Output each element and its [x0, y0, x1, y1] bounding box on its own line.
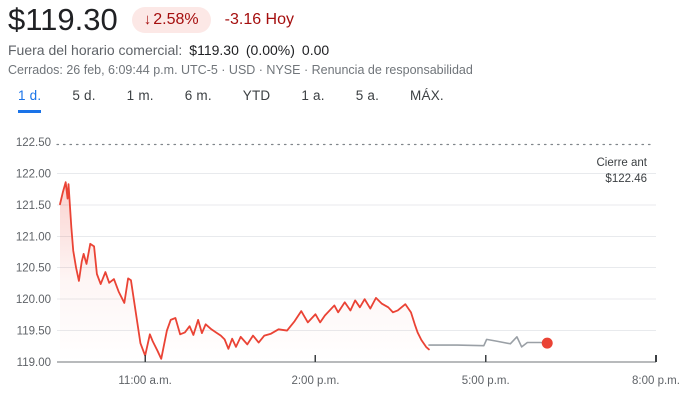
price-area-fill: [60, 182, 429, 362]
y-tick-label: 122.50: [16, 137, 51, 149]
price-line: [59, 181, 430, 360]
after-hours-percent: (0.00%): [245, 42, 295, 58]
tab-range-5a[interactable]: 5 a.: [355, 88, 380, 103]
y-tick-label: 121.00: [16, 231, 51, 243]
price-chart[interactable]: 11:00 a.m. 2:00 p.m. 5:00 p.m. 8:00 p.m. 122…: [0, 126, 691, 406]
x-tick-label: 8:00 p.m.: [632, 375, 680, 387]
y-tick-label: 119.00: [17, 357, 51, 369]
prev-close-price: $122.46: [605, 173, 647, 185]
tab-range-mx[interactable]: MÁX.: [410, 88, 444, 103]
tab-range-6m[interactable]: 6 m.: [184, 88, 212, 103]
y-tick-label: 119.50: [17, 326, 51, 338]
price-header: $119.30 ↓ 2.58% -3.16 Hoy: [8, 0, 294, 40]
time-range-tabs: 1 d. 5 d. 1 m. 6 m. YTD 1 a. 5 a. MÁX.: [18, 88, 444, 113]
current-price: $119.30: [8, 2, 118, 37]
change-percent-badge: ↓ 2.58%: [131, 7, 211, 33]
change-today: -3.16 Hoy: [224, 11, 295, 28]
market-status-row: Cerrados: 26 feb, 6:09:44 p.m. UTC-5 · U…: [8, 63, 473, 77]
y-tick-label: 121.50: [16, 200, 51, 212]
last-price-dot: [541, 337, 553, 349]
y-tick-label: 122.00: [16, 168, 51, 180]
prev-close-label: Cierre ant: [597, 157, 648, 169]
after-hours-label: Fuera del horario comercial:: [8, 42, 183, 58]
tab-range-5d[interactable]: 5 d.: [72, 88, 96, 103]
y-tick-label: 120.00: [16, 294, 51, 306]
after-hours-price: $119.30: [189, 42, 239, 58]
disclaimer-link[interactable]: Renuncia de responsabilidad: [311, 63, 473, 77]
y-tick-label: 120.50: [16, 263, 51, 275]
after-hours-row: Fuera del horario comercial: $119.30 (0.…: [8, 42, 329, 58]
tab-range-1m[interactable]: 1 m.: [126, 88, 154, 103]
arrow-down-icon: ↓: [143, 11, 152, 28]
x-tick-label: 2:00 p.m.: [291, 375, 339, 387]
tab-range-1d[interactable]: 1 d.: [18, 88, 42, 113]
after-hours-change: 0.00: [301, 42, 330, 58]
tab-range-ytd[interactable]: YTD: [242, 88, 271, 103]
x-tick-label: 5:00 p.m.: [462, 375, 510, 387]
market-status-text: Cerrados: 26 feb, 6:09:44 p.m. UTC-5 · U…: [8, 63, 309, 77]
x-tick-label: 11:00 a.m.: [118, 375, 172, 387]
change-percent: 2.58%: [153, 11, 199, 29]
after-hours-line: [428, 336, 549, 348]
tab-range-1a[interactable]: 1 a.: [301, 88, 325, 103]
